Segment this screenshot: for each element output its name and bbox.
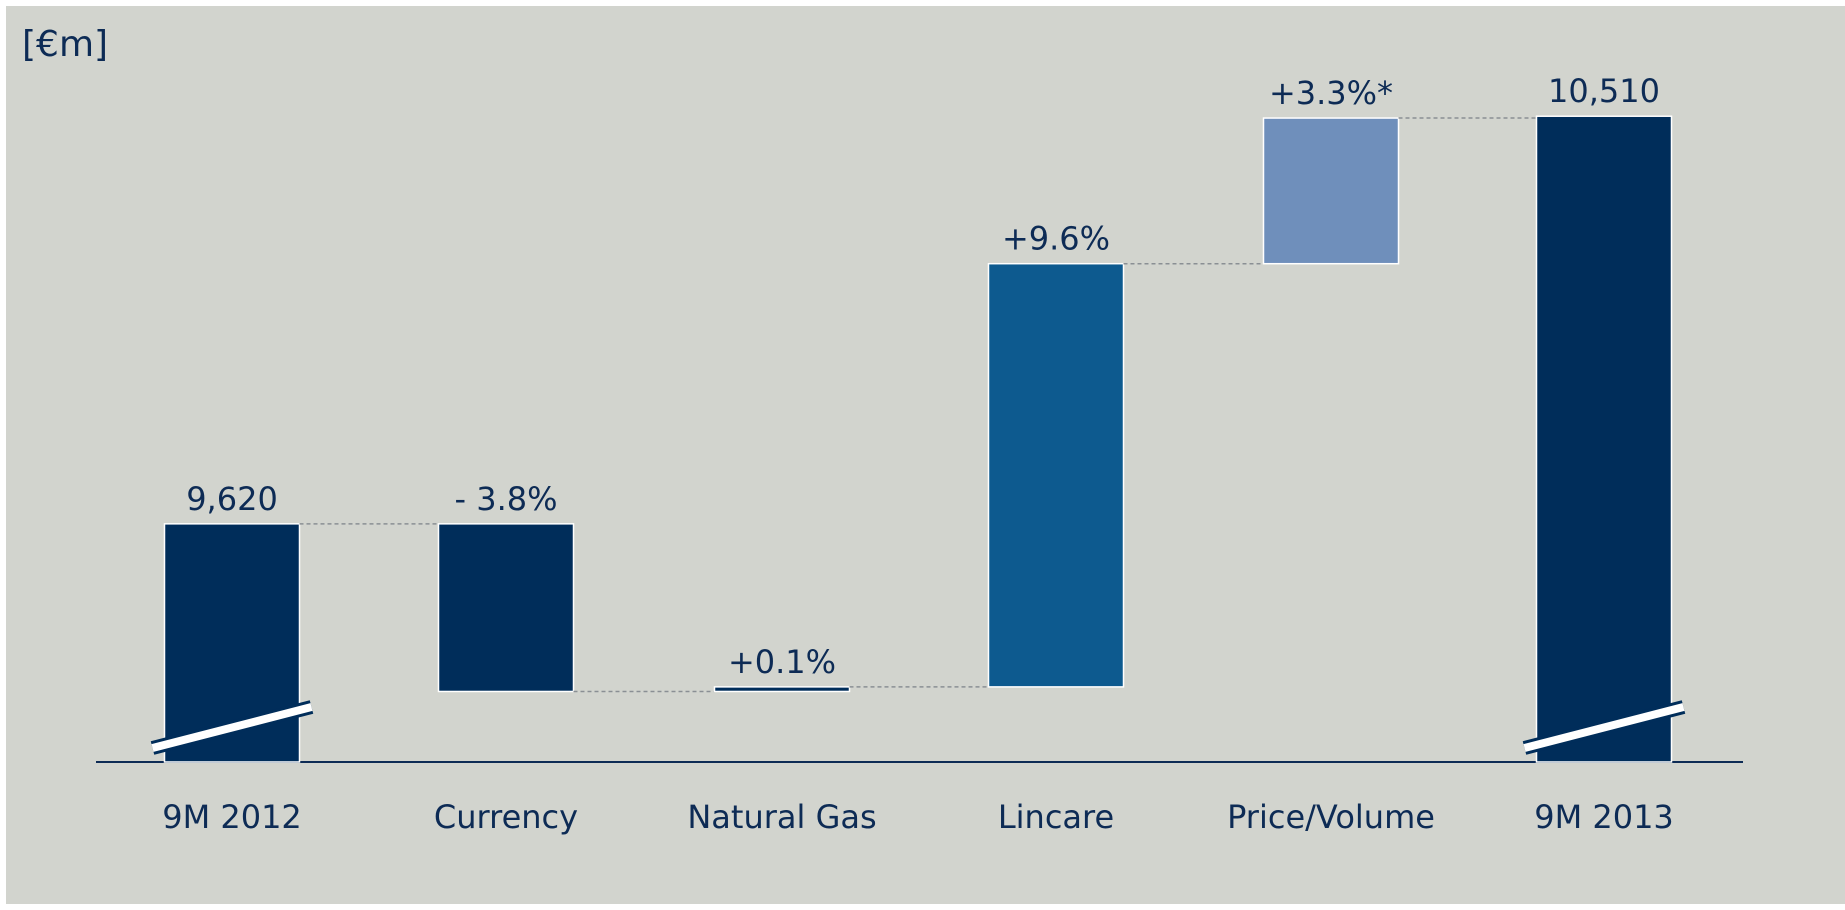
x-tick-label: Currency <box>434 798 578 836</box>
value-label: 9,620 <box>186 480 278 518</box>
bar <box>437 523 575 693</box>
value-label: 10,510 <box>1548 72 1660 110</box>
value-label: +0.1% <box>728 643 836 681</box>
x-tick-label: 9M 2012 <box>162 798 302 836</box>
bar <box>713 686 851 693</box>
axis-break <box>151 703 313 752</box>
bar <box>1535 115 1673 763</box>
unit-label: [€m] <box>22 24 108 65</box>
axis-break <box>1523 703 1685 752</box>
value-label: +3.3%* <box>1269 74 1393 112</box>
bar <box>1262 117 1400 265</box>
x-tick-label: 9M 2013 <box>1534 798 1674 836</box>
value-label: - 3.8% <box>454 480 557 518</box>
x-tick-label: Price/Volume <box>1227 798 1435 836</box>
x-tick-label: Natural Gas <box>687 798 876 836</box>
x-tick-label: Lincare <box>998 798 1114 836</box>
value-label: +9.6% <box>1002 220 1110 258</box>
bar <box>987 262 1125 688</box>
